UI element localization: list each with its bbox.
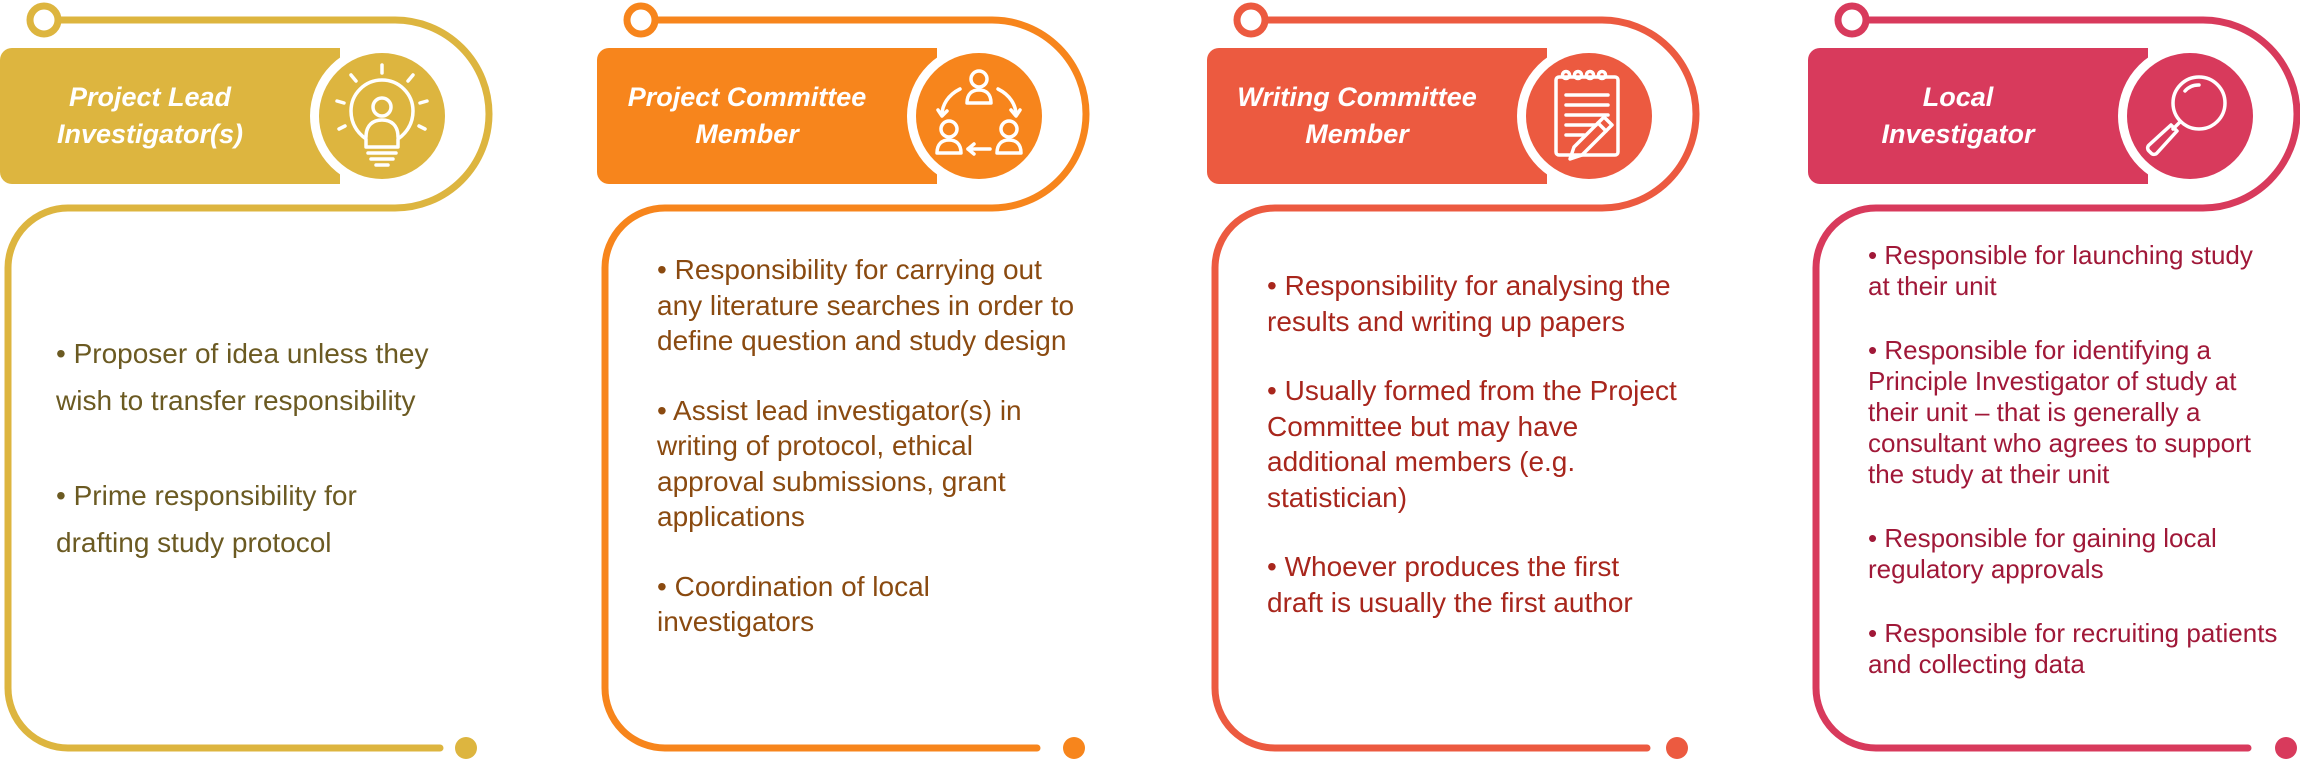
- card-title: Writing Committee Member: [1237, 82, 1477, 149]
- title-banner: [1207, 48, 1547, 184]
- bullet-list: • Responsibility for analysing the resul…: [1267, 268, 1677, 620]
- list-item: • Responsible for gaining local regulato…: [1868, 523, 2217, 584]
- card-project-lead: Project Lead Investigator(s) • Proposer …: [0, 0, 520, 760]
- card-frame: [4, 2, 493, 759]
- card-writing-committee: Writing Committee Member • Responsibilit…: [1207, 0, 1727, 760]
- list-item: • Proposer of idea unless they wish to t…: [56, 338, 429, 416]
- list-item: • Assist lead investigator(s) in writing…: [657, 394, 1022, 533]
- list-item: • Responsible for launching study at the…: [1868, 240, 2253, 301]
- list-item: • Responsibility for analysing the resul…: [1267, 270, 1671, 337]
- bullet-list: • Responsible for launching study at the…: [1868, 240, 2278, 680]
- list-item: • Usually formed from the Project Commit…: [1267, 375, 1677, 513]
- bullet-list: • Proposer of idea unless they wish to t…: [56, 330, 436, 566]
- card-local-investigator: Local Investigator • Responsible for lau…: [1808, 0, 2300, 760]
- magnifier-icon: [2145, 75, 2227, 157]
- card-frame: [601, 2, 1090, 759]
- title-banner: [1808, 48, 2148, 184]
- list-item: • Responsible for recruiting patients an…: [1868, 618, 2278, 679]
- team-cycle-icon: [935, 69, 1023, 156]
- card-title: Project Lead Investigator(s): [56, 82, 244, 149]
- bullet-list: • Responsibility for carrying out any li…: [657, 252, 1077, 640]
- list-item: • Coordination of local investigators: [657, 570, 930, 638]
- card-title: Local Investigator: [1881, 82, 2035, 149]
- card-frame: [1211, 2, 1700, 759]
- list-item: • Responsibility for carrying out any li…: [657, 254, 1075, 356]
- title-banner: [597, 48, 937, 184]
- list-item: • Prime responsibility for drafting stud…: [56, 480, 357, 558]
- card-project-committee: Project Committee Member • Responsibilit…: [597, 0, 1117, 760]
- list-item: • Whoever produces the first draft is us…: [1267, 551, 1633, 618]
- notepad-pencil-icon: [1554, 69, 1620, 161]
- lightbulb-person-icon: [335, 63, 429, 167]
- card-title: Project Committee Member: [627, 82, 867, 149]
- title-banner: [0, 48, 340, 184]
- list-item: • Responsible for identifying a Principl…: [1868, 335, 2252, 489]
- card-frame: [1812, 2, 2300, 759]
